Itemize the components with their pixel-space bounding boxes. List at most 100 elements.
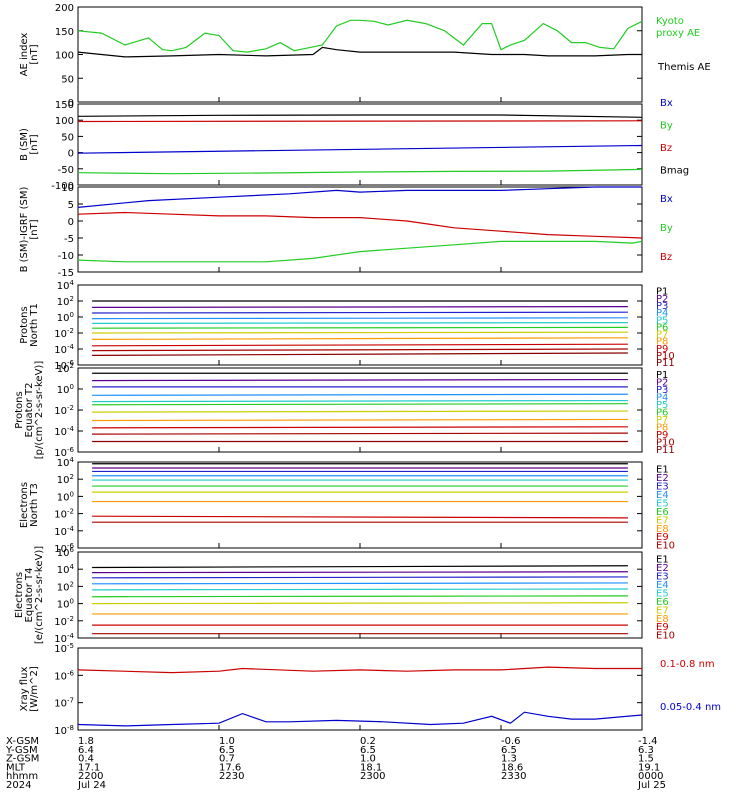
y-tick-label: 10-5 — [54, 642, 74, 655]
legend-p11: P11 — [656, 358, 675, 369]
legend-bx: Bx — [660, 194, 673, 205]
legend-e10: E10 — [656, 631, 675, 642]
legend-bx: Bx — [660, 98, 673, 109]
y-tick-label: 10 — [61, 183, 74, 194]
x-tick-label: 0000 — [638, 771, 663, 782]
y-tick-label: 0 — [68, 217, 74, 228]
x-tick-label: 2230 — [219, 771, 244, 782]
series-line-p3 — [92, 311, 628, 314]
series-line-p2 — [92, 306, 628, 308]
x-tick-label: 19.1 — [638, 762, 660, 773]
legend-e1: E1 — [656, 555, 669, 566]
y-tick-label: 10-4 — [54, 525, 74, 538]
x-tick-label: 17.1 — [78, 762, 100, 773]
legend-bz: Bz — [660, 252, 672, 263]
y-tick-label: -10 — [58, 251, 74, 262]
series-line-bmag — [77, 114, 643, 118]
x-tick-label: 1.0 — [219, 736, 235, 747]
x-row-label: Z-GSM — [6, 754, 39, 765]
series-line-p8 — [92, 418, 628, 422]
x-tick-label: -0.6 — [501, 736, 521, 747]
legend-p9: P9 — [656, 344, 668, 355]
legend-p10: P10 — [656, 438, 675, 449]
y-tick-label: 106 — [57, 546, 75, 559]
y-axis-label: Equator T4 — [24, 568, 35, 623]
x-row-label: hhmm — [6, 771, 38, 782]
y-axis-label: [W/m^2] — [29, 666, 40, 712]
y-axis-label: Protons — [14, 391, 25, 428]
legend-e6: E6 — [656, 507, 669, 518]
legend-p2: P2 — [656, 294, 668, 305]
y-tick-label: 100 — [57, 311, 74, 324]
y-tick-label: 10-6 — [54, 359, 74, 372]
legend-p5: P5 — [656, 400, 668, 411]
series-line-e6 — [92, 595, 628, 598]
series-line-bz — [77, 211, 643, 239]
series-line-e9 — [92, 515, 628, 519]
y-tick-label: 10-7 — [54, 697, 74, 710]
y-tick-label: -15 — [58, 268, 74, 279]
y-axis-label: North T3 — [29, 483, 40, 527]
legend-p7: P7 — [656, 415, 668, 426]
x-tick-label: 1.8 — [78, 736, 94, 747]
x-tick-label: 6.5 — [360, 745, 376, 756]
legend-e1: E1 — [656, 465, 669, 476]
y-tick-label: 50 — [61, 132, 74, 143]
series-line-bx — [77, 186, 642, 208]
legend-e5: E5 — [656, 498, 669, 509]
y-tick-label: 10-8 — [54, 724, 74, 737]
y-tick-label: 200 — [55, 3, 74, 14]
series-line-p7 — [92, 331, 628, 334]
y-axis-label: Equator T2 — [24, 383, 35, 438]
y-tick-label: 10-4 — [54, 343, 74, 356]
series-line-kyoto-proxy-ae — [77, 19, 643, 53]
series-line-p5 — [92, 322, 628, 324]
legend-e10: E10 — [656, 541, 675, 552]
legend-p1: P1 — [656, 370, 668, 381]
y-tick-label: 0 — [68, 149, 74, 160]
legend-e8: E8 — [656, 614, 669, 625]
legend-p6: P6 — [656, 408, 668, 419]
y-tick-label: 150 — [55, 27, 74, 38]
legend-kyoto: Kyoto — [656, 16, 684, 27]
legend-e8: E8 — [656, 524, 669, 535]
x-tick-label: 0.7 — [219, 754, 235, 765]
series-line-0-05-0-4-nm — [77, 711, 643, 727]
legend-p3: P3 — [656, 301, 668, 312]
x-tick-label: 17.6 — [219, 762, 241, 773]
legend-p4: P4 — [656, 393, 668, 404]
legend-p11: P11 — [656, 445, 675, 456]
series-line-0-1-0-8-nm — [77, 666, 642, 674]
y-axis-label: B (SM)-IGRF (SM) — [19, 187, 30, 273]
x-tick-label: 0.2 — [360, 736, 376, 747]
series-line-p9 — [92, 343, 628, 347]
legend-p7: P7 — [656, 330, 668, 341]
y-axis-label: Xray flux — [19, 667, 30, 712]
legend-xray-long: 0.1-0.8 nm — [660, 659, 715, 670]
x-tick-label: 2300 — [360, 771, 385, 782]
legend-p3: P3 — [656, 385, 668, 396]
legend-e2: E2 — [656, 563, 669, 574]
y-axis-label: [nT] — [29, 134, 40, 154]
legend-e9: E9 — [656, 622, 669, 633]
legend-by: By — [660, 121, 673, 132]
legend-e7: E7 — [656, 605, 669, 616]
series-line-p7 — [92, 410, 628, 413]
legend-e9: E9 — [656, 532, 669, 543]
y-tick-label: 10-6 — [54, 669, 74, 682]
y-tick-label: 10-4 — [54, 632, 74, 645]
series-line-themis-ae — [77, 46, 642, 58]
y-tick-label: 100 — [55, 116, 74, 127]
y-tick-label: 50 — [61, 74, 74, 85]
series-line-e4 — [92, 582, 628, 585]
x-tick-label: 2330 — [501, 771, 526, 782]
y-axis-label: [p/(cm^2-s-sr-keV)] — [34, 361, 45, 460]
series-line-bx — [77, 144, 643, 154]
x-tick-label: Jul 25 — [637, 780, 666, 791]
legend-xray-short: 0.05-0.4 nm — [660, 702, 721, 713]
legend-p9: P9 — [656, 430, 668, 441]
series-line-e1 — [92, 565, 628, 569]
legend-bmag: Bmag — [660, 166, 689, 177]
legend-p1: P1 — [656, 287, 668, 298]
